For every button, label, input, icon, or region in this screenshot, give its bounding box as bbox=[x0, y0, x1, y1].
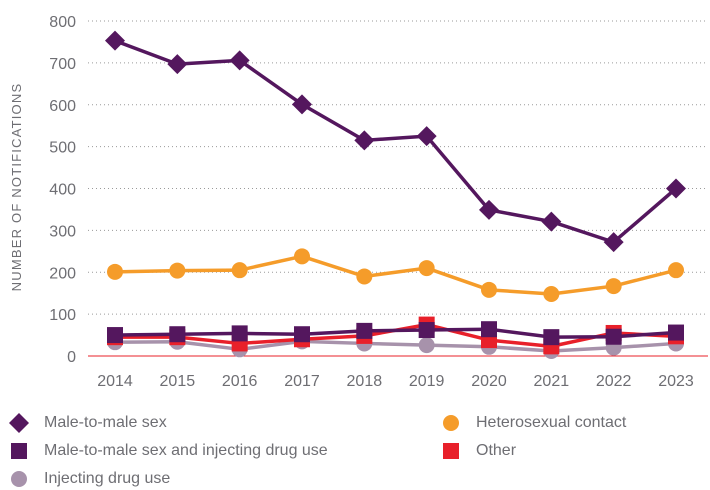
data-point-square bbox=[668, 324, 684, 341]
legend: Male-to-male sex Heterosexual contact Male… bbox=[0, 408, 710, 487]
x-tick-label: 2019 bbox=[409, 373, 445, 390]
data-point-circle bbox=[668, 262, 684, 279]
legend-square-icon bbox=[8, 440, 30, 462]
x-tick-label: 2022 bbox=[596, 373, 632, 390]
legend-label: Heterosexual contact bbox=[476, 414, 627, 431]
legend-circle-icon bbox=[8, 468, 30, 490]
data-point-circle bbox=[418, 337, 435, 354]
y-tick-label: 300 bbox=[49, 223, 76, 240]
data-point-diamond bbox=[292, 94, 312, 115]
x-tick-label: 2018 bbox=[347, 373, 383, 390]
data-point-square bbox=[356, 322, 373, 339]
x-tick-label: 2020 bbox=[471, 373, 507, 390]
data-point-circle bbox=[107, 263, 123, 280]
data-point-diamond bbox=[479, 199, 499, 220]
x-tick-label: 2023 bbox=[658, 373, 694, 390]
y-tick-label: 600 bbox=[49, 98, 76, 115]
series-line bbox=[114, 39, 678, 244]
y-tick-label: 200 bbox=[49, 265, 76, 282]
data-point-diamond bbox=[603, 232, 624, 253]
y-tick-label: 100 bbox=[49, 307, 76, 324]
y-tick-label: 500 bbox=[49, 140, 76, 157]
series-male-to-male-sex-and-injecting-drug-use bbox=[107, 321, 684, 346]
legend-label: Injecting drug use bbox=[44, 470, 171, 487]
legend-diamond-icon bbox=[8, 412, 30, 434]
data-point-circle bbox=[294, 248, 310, 265]
data-point-diamond bbox=[229, 50, 250, 71]
x-tick-label: 2017 bbox=[284, 373, 320, 390]
data-point-diamond bbox=[416, 126, 437, 147]
data-point-circle bbox=[356, 268, 373, 285]
legend-item: Heterosexual contact bbox=[440, 412, 626, 434]
data-point-circle bbox=[418, 260, 435, 277]
data-point-square bbox=[481, 321, 497, 338]
legend-circle-icon bbox=[440, 412, 462, 434]
legend-item: Male-to-male sex bbox=[8, 412, 167, 434]
y-tick-label: 400 bbox=[49, 182, 76, 199]
legend-item: Injecting drug use bbox=[8, 468, 170, 490]
data-point-circle bbox=[605, 278, 622, 295]
x-tick-label: 2016 bbox=[222, 373, 258, 390]
data-point-circle bbox=[169, 262, 186, 279]
legend-item: Male-to-male sex and injecting drug use bbox=[8, 440, 328, 462]
data-point-circle bbox=[543, 286, 560, 303]
data-point-square bbox=[107, 327, 123, 344]
series-line bbox=[114, 327, 677, 339]
x-tick-label: 2015 bbox=[160, 373, 196, 390]
legend-label: Other bbox=[476, 442, 517, 459]
series-line bbox=[114, 339, 677, 353]
data-point-square bbox=[605, 328, 622, 345]
x-tick-label: 2021 bbox=[534, 373, 570, 390]
series-line bbox=[114, 254, 677, 296]
data-point-circle bbox=[231, 262, 248, 279]
legend-label: Male-to-male sex bbox=[44, 414, 167, 431]
y-tick-label: 0 bbox=[67, 349, 76, 366]
legend-label: Male-to-male sex and injecting drug use bbox=[44, 442, 328, 459]
data-point-diamond bbox=[105, 30, 125, 51]
data-point-diamond bbox=[167, 54, 188, 75]
legend-square-icon bbox=[440, 440, 462, 462]
grid-lines bbox=[88, 20, 708, 315]
y-tick-label: 800 bbox=[49, 14, 76, 31]
y-axis-label: NUMBER OF NOTIFICATIONS bbox=[9, 83, 24, 292]
series-heterosexual-contact bbox=[107, 248, 684, 303]
data-point-diamond bbox=[541, 211, 562, 232]
data-point-square bbox=[294, 326, 310, 343]
data-point-diamond bbox=[354, 130, 375, 151]
data-point-square bbox=[231, 325, 248, 342]
data-point-diamond bbox=[666, 178, 686, 199]
data-point-square bbox=[418, 322, 435, 339]
axis: 0 100 200 300 400 500 600 700 800 2014 2015 2016 201… bbox=[49, 14, 708, 390]
series-male-to-male-sex bbox=[105, 30, 686, 253]
legend-item: Other bbox=[440, 440, 516, 462]
y-tick-label: 700 bbox=[49, 56, 76, 73]
data-point-circle bbox=[481, 281, 497, 298]
data-point-square bbox=[543, 329, 560, 346]
data-point-square bbox=[169, 326, 186, 343]
series-layer bbox=[105, 30, 686, 359]
x-tick-label: 2014 bbox=[97, 373, 133, 390]
